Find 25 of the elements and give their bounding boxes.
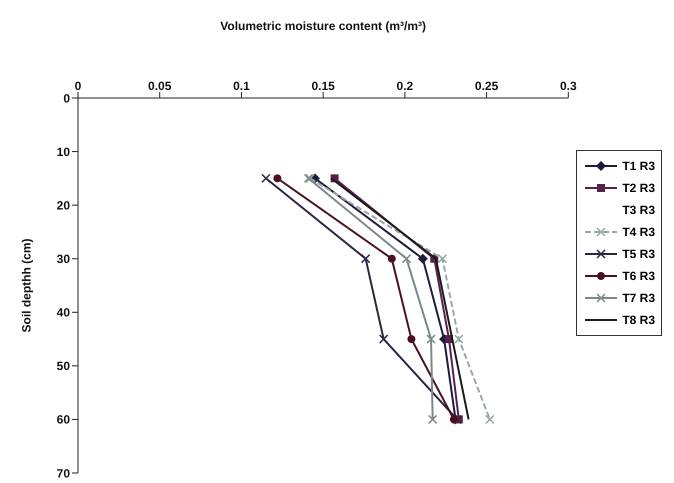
y-tick-label: 60 <box>56 412 70 427</box>
x-tick-label: 0 <box>74 79 82 93</box>
legend-label: T8 R3 <box>622 313 655 327</box>
y-tick-label: 70 <box>56 466 70 480</box>
x-tick-label: 0.25 <box>474 79 499 93</box>
legend-label: T1 R3 <box>622 159 655 173</box>
x-tick-label: 0.2 <box>396 79 414 93</box>
legend-label: T5 R3 <box>622 247 655 261</box>
legend-label: T2 R3 <box>622 181 655 195</box>
legend-label: T7 R3 <box>622 291 655 305</box>
y-tick-label: 40 <box>56 306 70 320</box>
legend-label: T4 R3 <box>622 225 655 239</box>
x-tick-label: 0.15 <box>311 79 336 93</box>
x-tick-label: 0.1 <box>233 79 250 93</box>
y-tick-label: 50 <box>56 359 70 374</box>
y-tick-label: 20 <box>56 198 70 212</box>
y-axis-title: Soil depthh (cm) <box>19 238 34 332</box>
y-tick-label: 0 <box>63 91 70 106</box>
x-tick-label: 0.05 <box>148 79 172 93</box>
legend-label: T6 R3 <box>622 269 655 283</box>
x-tick-label: 0.3 <box>560 79 577 93</box>
y-tick-label: 30 <box>56 252 70 266</box>
y-tick-label: 10 <box>56 144 70 159</box>
x-axis-title: Volumetric moisture content (m³/m³) <box>220 19 426 33</box>
text: T3 R3 <box>622 203 655 217</box>
